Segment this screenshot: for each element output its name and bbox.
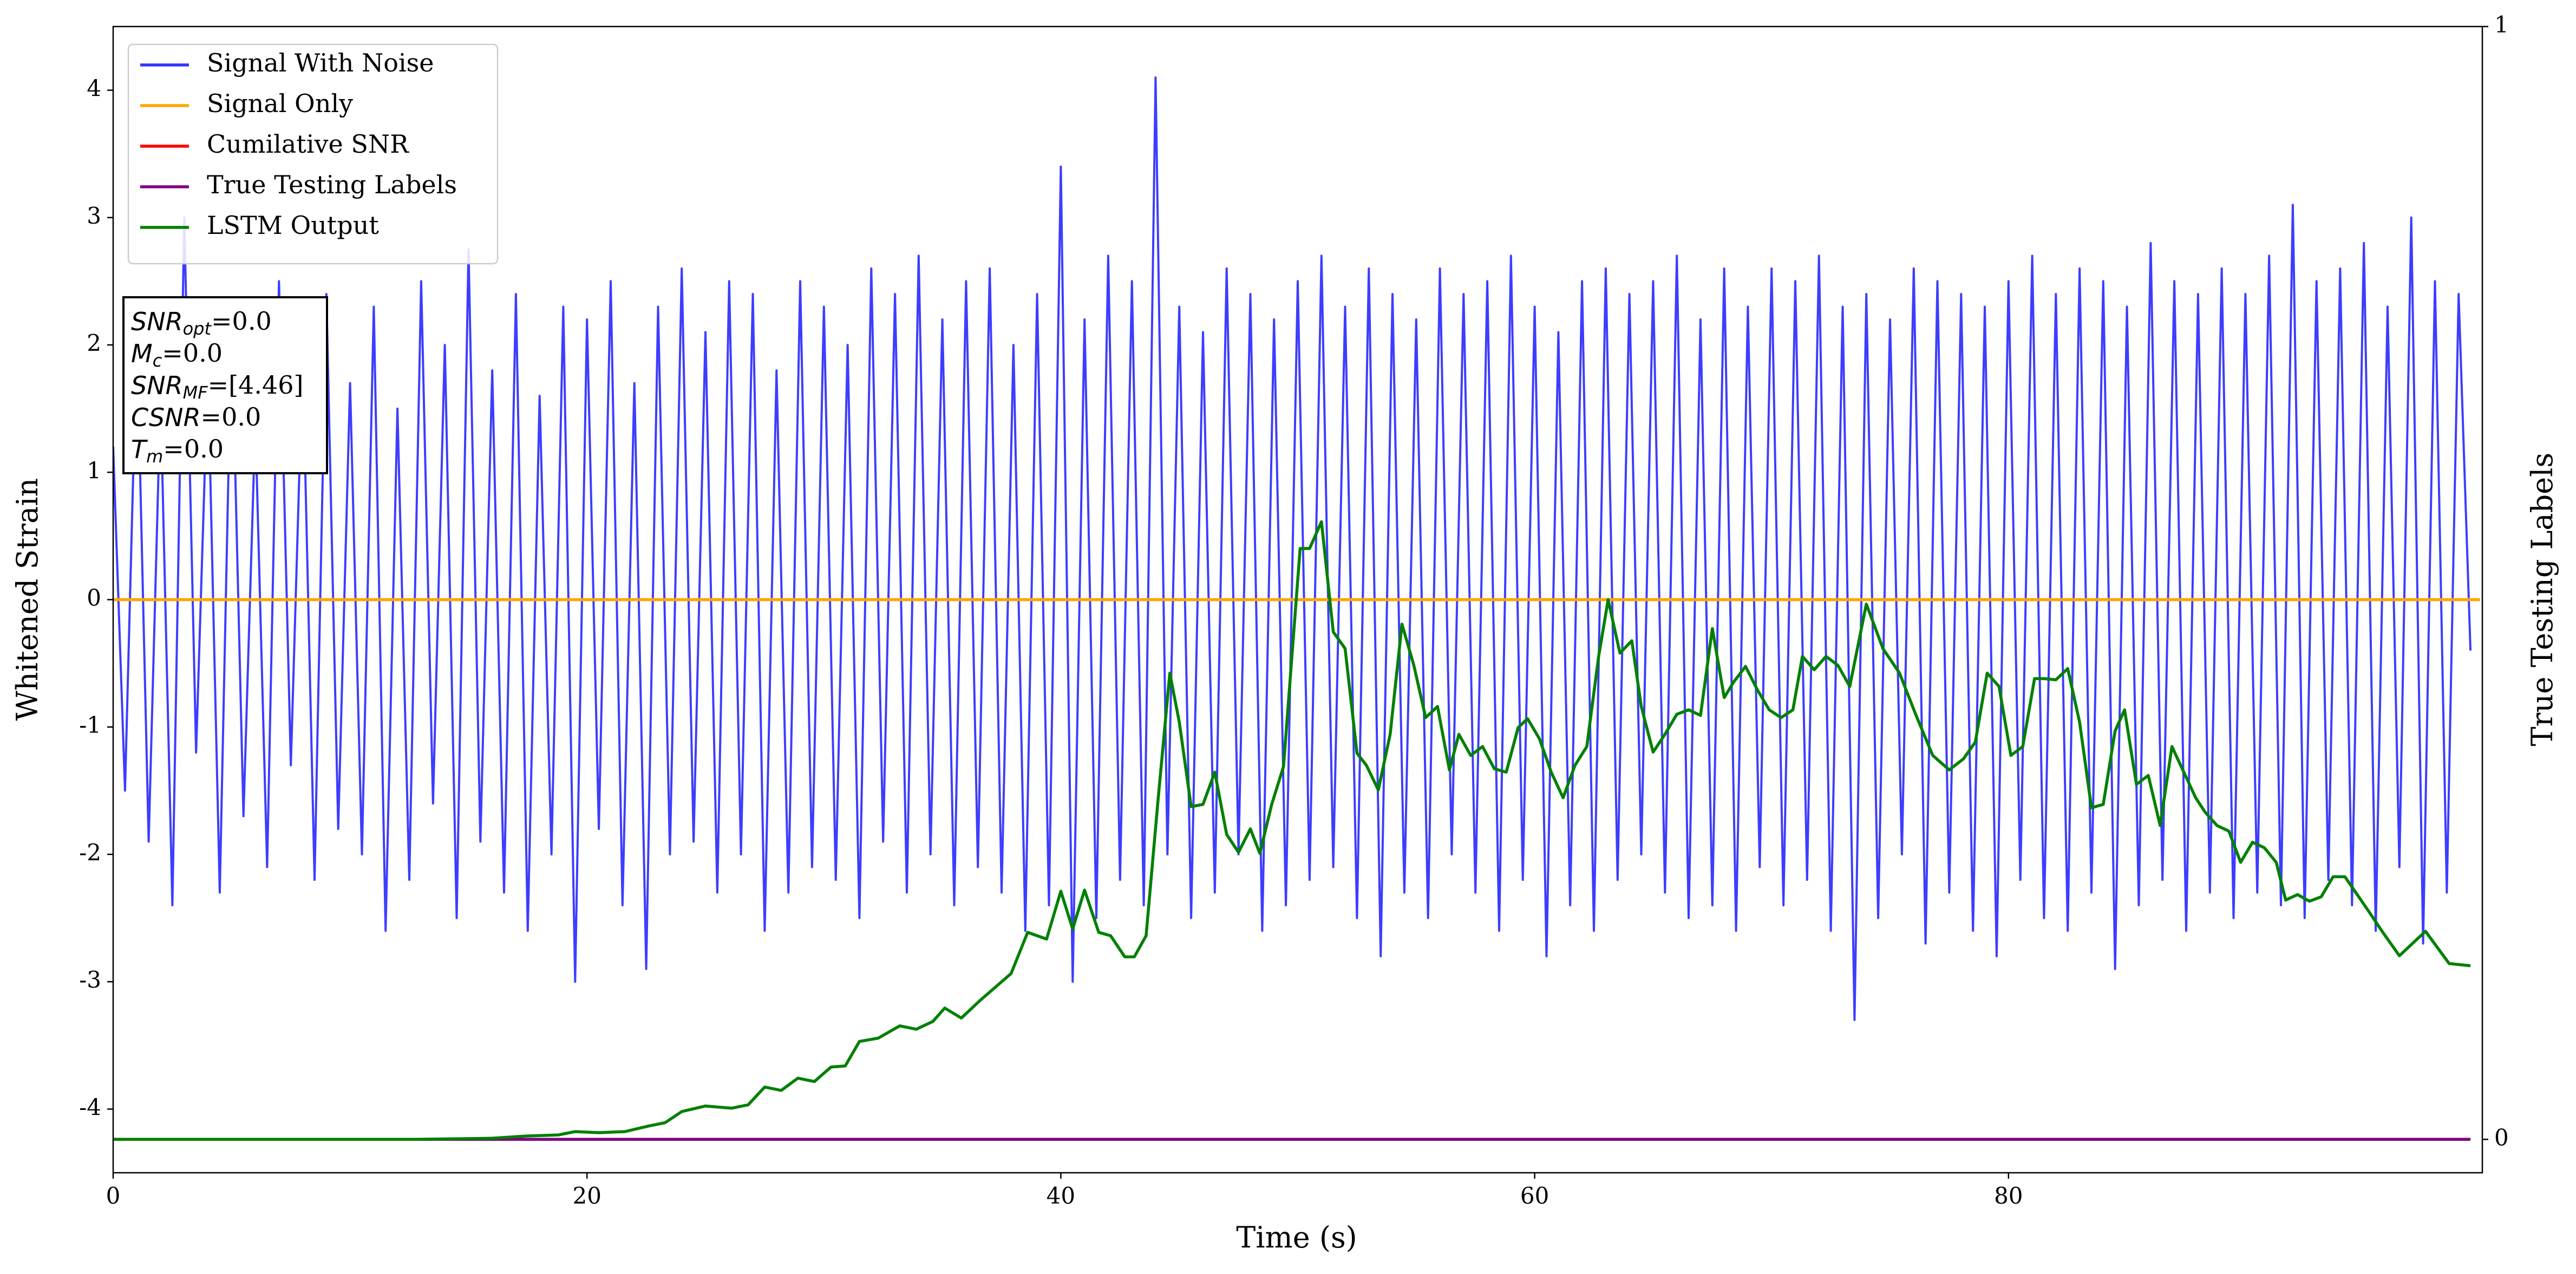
y-axis-label: Whitened Strain: [10, 478, 44, 721]
x-tick-label: 20: [572, 1182, 601, 1209]
annotation-line: Tm=0.0: [131, 434, 224, 467]
annotation-text: =[4.46]: [208, 370, 304, 400]
annotation-subscript: c: [153, 350, 162, 371]
annotation-line: SNRopt=0.0: [131, 306, 272, 339]
x-tick-label: 60: [1520, 1182, 1549, 1209]
y-tick-label: 1: [87, 457, 101, 484]
legend-label: LSTM Output: [207, 211, 379, 240]
annotation-line: CSNR=0.0: [131, 402, 261, 432]
plot-frame: [112, 25, 2483, 1174]
x-tick-label: 40: [1047, 1182, 1075, 1209]
annotation-subscript: MF: [183, 382, 208, 403]
legend-label: Signal With Noise: [207, 48, 434, 77]
annotation-text: =0.0: [163, 434, 224, 463]
legend-label: True Testing Labels: [207, 170, 457, 199]
legend-label: Cumilative SNR: [207, 129, 409, 159]
annotation-subscript: opt: [183, 318, 212, 339]
annotation-text: =0.0: [211, 306, 272, 336]
y2-tick-label: 1: [2494, 11, 2509, 38]
series-line: [113, 520, 2471, 1141]
annotation-subscript: m: [146, 446, 163, 467]
x-axis-label: Time (s): [1236, 1220, 1357, 1255]
legend-label: Signal Only: [207, 89, 353, 118]
legend-box: [127, 43, 499, 265]
y2-axis-label: True Testing Labels: [2525, 453, 2559, 746]
x-tick-label: 0: [106, 1182, 121, 1209]
annotation-box: [122, 296, 328, 474]
y-tick-label: -4: [79, 1094, 101, 1120]
annotation-text: =0.0: [201, 402, 261, 432]
y-tick-label: 2: [87, 330, 101, 356]
annotation-text: =0.0: [162, 338, 223, 368]
y-tick-label: 3: [87, 202, 101, 229]
y-tick-label: 0: [87, 585, 101, 611]
y-tick-label: -3: [79, 966, 101, 993]
y2-tick-label: 0: [2494, 1124, 2509, 1151]
y-tick-label: 4: [87, 75, 101, 102]
annotation-symbol: CSNR: [131, 403, 201, 432]
annotation-symbol: SNR: [131, 371, 183, 400]
y-tick-label: -1: [79, 712, 101, 739]
annotation-line: SNRMF=[4.46]: [131, 370, 303, 403]
annotation-symbol: T: [131, 435, 148, 464]
annotation-line: Mc=0.0: [131, 338, 223, 371]
series-line: [113, 76, 2472, 1021]
x-tick-label: 80: [1994, 1182, 2023, 1209]
y-tick-label: -2: [79, 839, 101, 866]
annotation-symbol: M: [131, 339, 153, 368]
annotation-symbol: SNR: [131, 307, 183, 336]
